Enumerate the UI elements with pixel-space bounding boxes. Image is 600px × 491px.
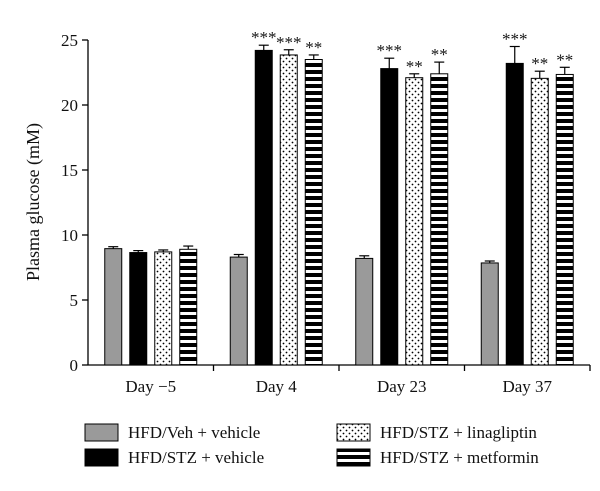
bar [104, 248, 123, 366]
y-tick-label: 25 [61, 31, 78, 50]
legend-label: HFD/STZ + vehicle [128, 448, 264, 467]
legend-swatch [336, 448, 371, 467]
y-tick-label: 0 [70, 356, 79, 375]
x-tick-label: Day 37 [502, 377, 552, 396]
chart-legend: HFD/Veh + vehicle HFD/STZ + vehicle HFD/ST… [84, 423, 539, 467]
bar [405, 77, 424, 366]
legend-label: HFD/STZ + linagliptin [380, 423, 537, 442]
significance-label: ** [531, 54, 548, 73]
y-axis-title: Plasma glucose (mM) [23, 123, 44, 281]
y-tick-label: 15 [61, 161, 78, 180]
bar [129, 252, 148, 366]
bar [430, 73, 449, 366]
legend-swatch [336, 423, 371, 442]
bar [355, 257, 374, 366]
significance-label: *** [377, 41, 403, 60]
significance-label: ** [305, 38, 322, 57]
legend-label: HFD/STZ + metformin [380, 448, 539, 467]
significance-label: ** [406, 57, 423, 76]
legend-swatch [84, 423, 119, 442]
chart-bars: *** *** ** ************ ** [104, 28, 574, 366]
bar [254, 49, 273, 366]
bar [555, 73, 574, 366]
y-tick-label: 5 [70, 291, 79, 310]
x-tick-label: Day −5 [125, 377, 176, 396]
x-tick-label: Day 23 [377, 377, 427, 396]
y-tick-label: 20 [61, 96, 78, 115]
significance-label: ** [431, 45, 448, 64]
x-tick-labels: Day −5 Day 4 Day 23 Day 37 [125, 377, 552, 396]
y-tick-label: 10 [61, 226, 78, 245]
bar [304, 59, 323, 366]
legend-label: HFD/Veh + vehicle [128, 423, 260, 442]
legend-swatch [84, 448, 119, 467]
significance-label: *** [251, 28, 277, 47]
significance-label: *** [502, 30, 528, 49]
bar [505, 62, 524, 366]
bar [229, 256, 248, 366]
bar [480, 262, 499, 366]
bar [530, 77, 549, 366]
significance-label: ** [556, 50, 573, 69]
bar [179, 248, 198, 366]
x-tick-label: Day 4 [256, 377, 298, 396]
bar [279, 54, 298, 366]
significance-label: *** [276, 33, 302, 52]
bar [154, 251, 173, 366]
bar [380, 68, 399, 366]
